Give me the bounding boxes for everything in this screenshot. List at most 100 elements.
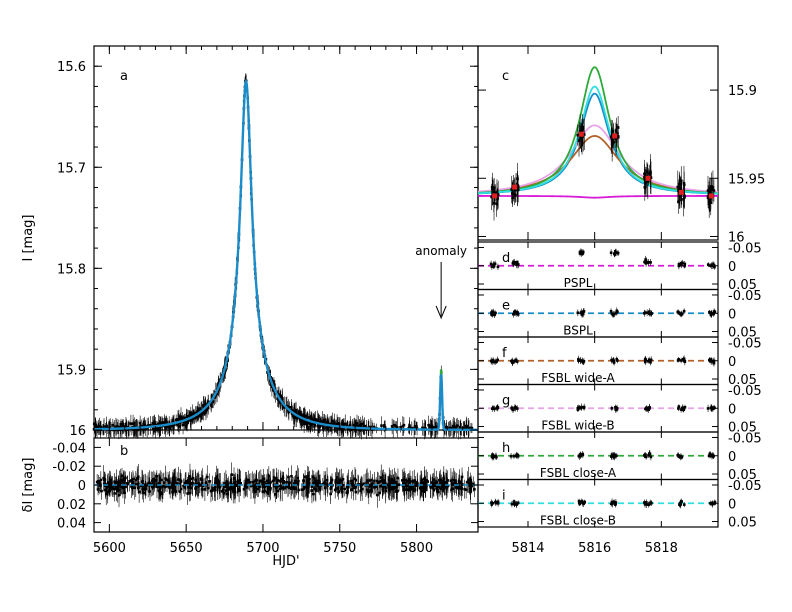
x-tick-label: 5814 [511,541,544,556]
residual-point [188,491,191,495]
residual-point [440,485,444,489]
residual-point [155,474,159,478]
zoom-point [712,189,716,192]
residual-point [149,482,153,486]
panel-label: c [502,69,509,84]
y-tick-label: 0.05 [728,421,757,436]
residual-point [648,407,651,410]
residual-point [137,486,140,490]
zoom-point [610,137,614,140]
residual-point [489,359,493,363]
residual-point [403,487,406,490]
data-point [363,424,367,428]
zoom-point [611,139,614,142]
residual-point [155,485,159,489]
residual-point [184,480,188,483]
data-point [372,425,376,429]
residual-point [513,503,516,506]
binned-point [645,175,651,181]
data-point [427,423,430,427]
residual-point [450,482,454,486]
zoom-point [494,191,497,195]
residual-point [436,490,440,494]
residual-point [429,486,433,489]
residual-point [376,481,380,485]
annotation-anomaly: anomaly [415,244,467,258]
binned-point [512,184,518,190]
residual-point [513,311,517,315]
residual-point [182,484,185,488]
residual-point [615,454,618,458]
zoom-point [645,170,649,174]
residual-point [108,486,112,490]
data-point [187,415,191,419]
y-axis-label: I [mag] [21,215,36,262]
x-tick-label: 5818 [645,541,678,556]
residual-point [179,487,183,491]
residual-point [153,483,156,486]
x-tick-label: 5600 [93,541,126,556]
zoom-point [496,197,499,201]
residual-point [126,482,129,485]
residual-point [338,479,341,483]
residual-point [431,486,435,490]
residual-point [416,483,420,487]
data-point [167,425,170,429]
residual-point [616,359,619,362]
residual-point [707,454,711,458]
y-tick-label: 16 [728,230,745,245]
y-tick-label: 0 [728,355,736,370]
data-point [163,425,167,428]
residual-point [253,486,257,490]
residual-point [365,481,368,484]
residual-point [577,406,580,409]
panel-b-residuals: 5600 5650 5700 5750 5800 -0.04 -0.02 0 0.02 0.04 b… [21,437,479,569]
residual-point [254,479,258,483]
y-tick-label: 0.02 [57,498,86,513]
residual-point [379,476,383,479]
zoom-point [496,193,500,196]
residual-point [388,481,392,485]
residual-point [409,488,413,491]
residual-point [242,487,246,491]
binned-point [708,193,714,199]
residual-point [413,479,416,482]
data-point [361,422,364,426]
residual-point [457,487,460,490]
residual-point [610,455,613,458]
model-label: FSBL close-A [540,466,617,480]
residual-point [649,261,652,264]
residual-point [679,501,682,505]
data-point [357,428,361,432]
residual-point [341,477,345,481]
residual-point [644,455,648,459]
residual-point [340,487,344,491]
data-point [207,400,210,404]
model-label: FSBL wide-A [541,371,615,385]
zoom-point [649,176,653,180]
data-point [158,428,162,431]
residual-point [150,479,154,483]
residual-point [511,408,515,412]
residual-point [515,263,518,267]
residual-point [610,312,614,315]
residual-point [645,501,648,504]
data-point [348,423,352,427]
data-point [325,426,328,429]
data-point [197,413,200,417]
residual-point [288,481,291,484]
residual-point [174,479,177,483]
residual-point [161,484,165,488]
residual-point [443,482,447,486]
data-point [413,425,417,428]
residual-point [290,474,293,478]
residual-point [490,501,493,504]
zoom-point [706,196,710,200]
residual-point [177,478,180,481]
residual-point [154,478,158,482]
panel-c-frame [477,45,719,241]
panels-d-to-i-residuals: -0.05 0 0.05 d PSPL -0.05 0 0.05 e BSPL -0.05 0 0.05… [477,241,762,556]
residual-point [578,502,581,506]
residual-point [113,480,116,483]
residual-point [199,483,203,487]
